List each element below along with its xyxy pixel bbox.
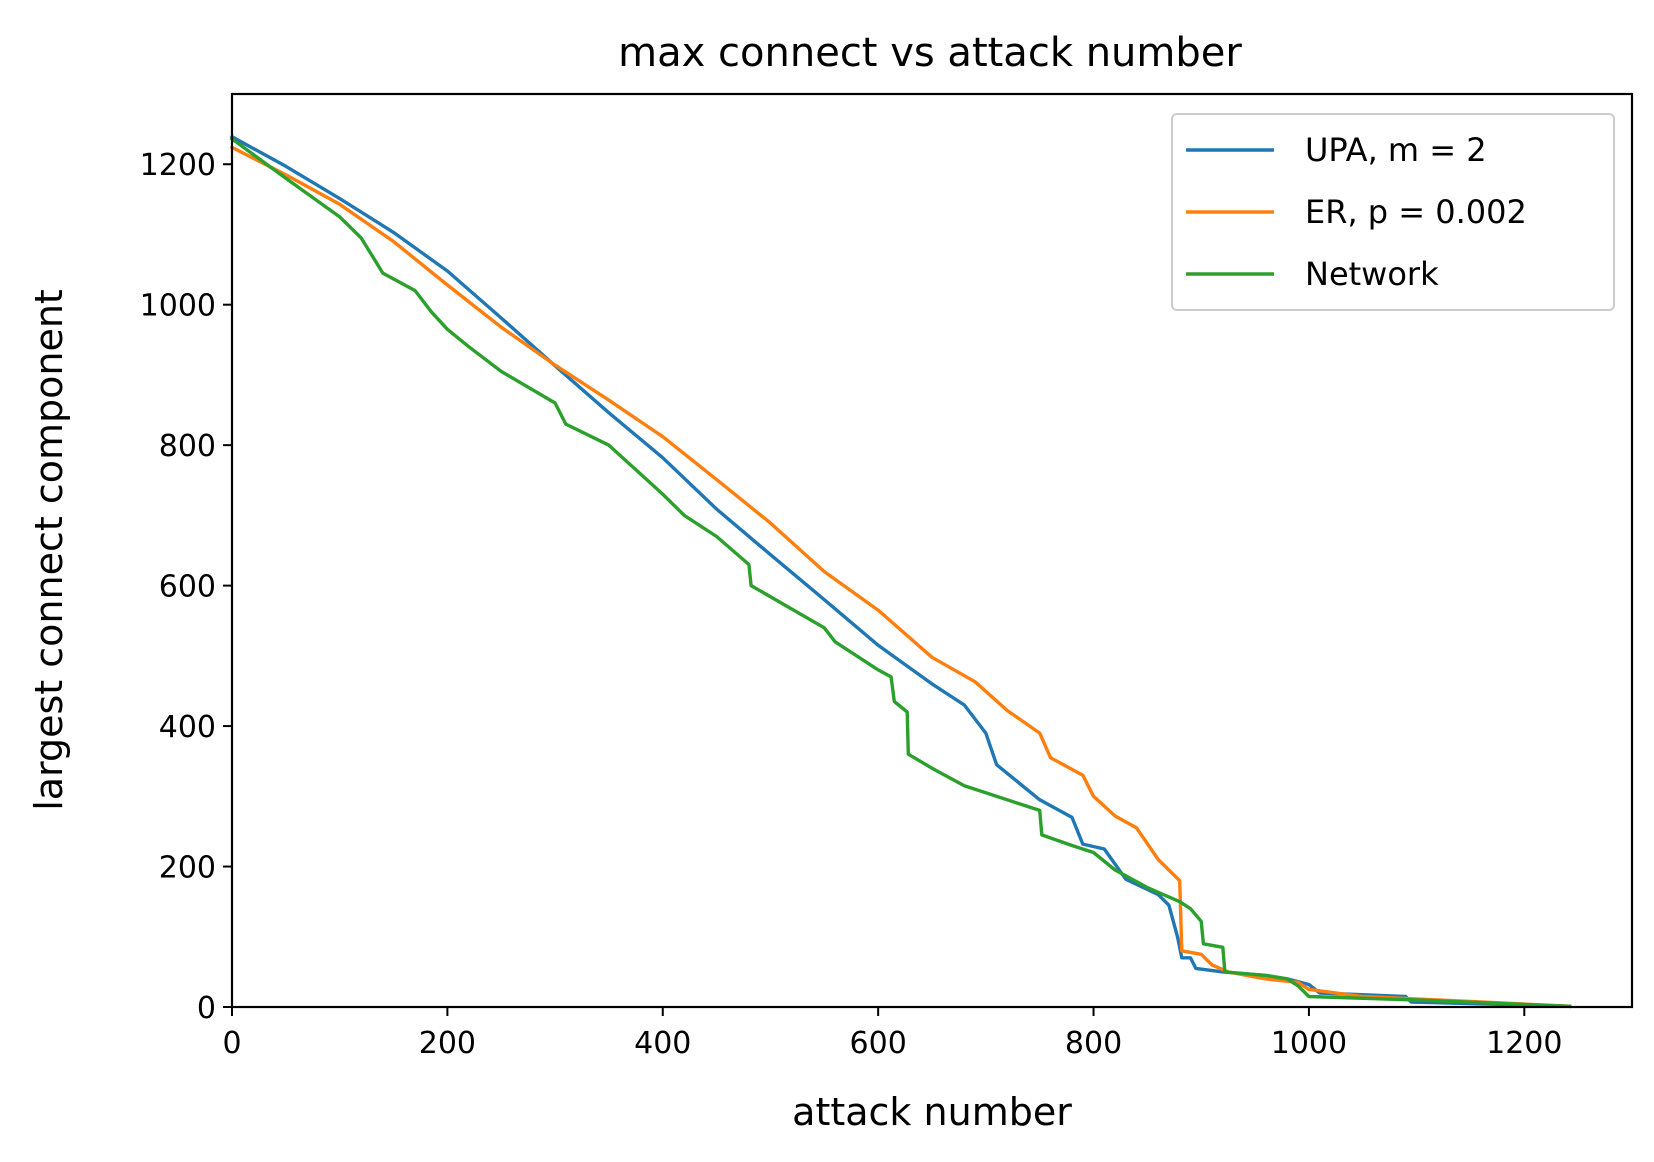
y-tick-label: 800 — [159, 429, 216, 464]
legend: UPA, m = 2 ER, p = 0.002 Network — [1171, 113, 1615, 311]
chart-title: max connect vs attack number — [618, 30, 1242, 76]
legend-label: Network — [1305, 255, 1439, 293]
x-tick-label: 400 — [634, 1026, 691, 1061]
y-tick-label: 600 — [159, 570, 216, 605]
y-tick-label: 200 — [159, 851, 216, 886]
y-tick-label: 1000 — [140, 289, 216, 324]
y-tick-label: 400 — [159, 710, 216, 745]
x-tick-label: 1000 — [1271, 1026, 1347, 1061]
x-axis: 0 200 400 600 800 1000 1200 — [222, 1007, 1562, 1061]
legend-box — [1171, 113, 1615, 311]
y-tick-label: 1200 — [140, 148, 216, 183]
x-tick-label: 600 — [850, 1026, 907, 1061]
y-axis: 0 200 400 600 800 1000 1200 — [140, 148, 232, 1026]
x-tick-label: 200 — [419, 1026, 476, 1061]
series-line-3 — [229, 136, 1572, 1009]
x-tick-label: 1200 — [1486, 1026, 1562, 1061]
y-tick-label: 0 — [197, 991, 216, 1026]
plot-area — [229, 134, 1572, 1009]
y-axis-label: largest connect component — [27, 289, 71, 811]
x-tick-label: 800 — [1065, 1026, 1122, 1061]
x-tick-label: 0 — [222, 1026, 241, 1061]
plot-frame — [230, 92, 1634, 1009]
x-axis-label: attack number — [792, 1090, 1072, 1134]
legend-label: UPA, m = 2 — [1305, 131, 1487, 169]
legend-label: ER, p = 0.002 — [1305, 193, 1527, 231]
